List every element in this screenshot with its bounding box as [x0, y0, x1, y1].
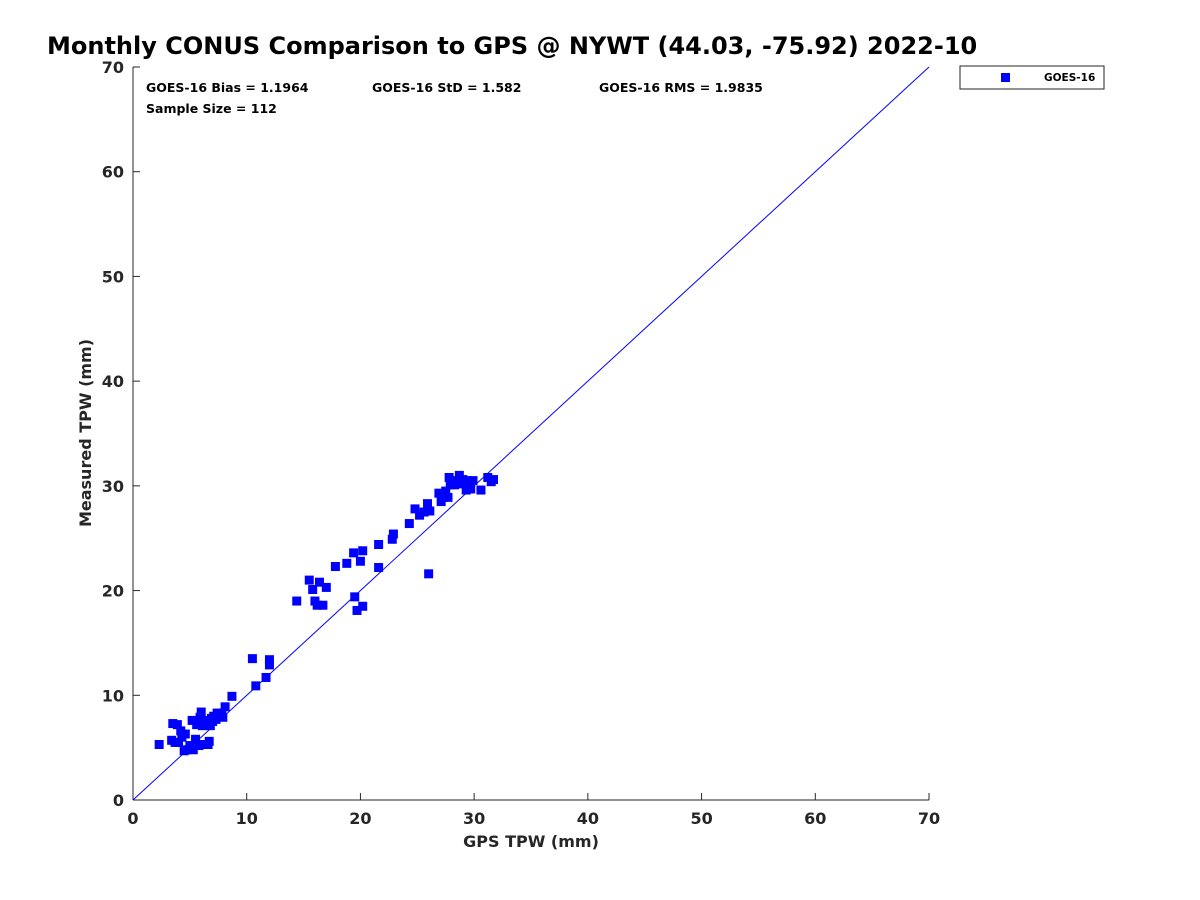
data-point: [251, 681, 261, 691]
x-tick-label: 60: [804, 809, 826, 828]
data-point: [410, 504, 420, 514]
data-point: [423, 499, 433, 509]
data-point: [191, 734, 201, 744]
data-point: [194, 741, 204, 751]
y-tick-label: 50: [102, 267, 124, 286]
data-point: [188, 745, 198, 755]
x-tick-label: 50: [690, 809, 712, 828]
bias-stat: GOES-16 Bias = 1.1964: [146, 80, 309, 95]
data-point: [374, 539, 384, 549]
data-point: [352, 605, 362, 615]
data-point: [321, 582, 331, 592]
data-point: [196, 707, 206, 717]
x-tick-label: 70: [918, 809, 940, 828]
chart-title: Monthly CONUS Comparison to GPS @ NYWT (…: [47, 32, 977, 60]
x-tick-label: 10: [236, 809, 258, 828]
data-point: [466, 484, 476, 494]
data-point: [197, 721, 207, 731]
data-point: [187, 715, 197, 725]
data-point: [358, 601, 368, 611]
y-tick-label: 30: [102, 477, 124, 496]
data-point: [168, 719, 178, 729]
data-point: [304, 575, 314, 585]
data-point: [434, 488, 444, 498]
y-tick-label: 60: [102, 163, 124, 182]
legend: GOES-16: [959, 65, 1105, 90]
sample-size-stat: Sample Size = 112: [146, 101, 277, 116]
legend-box: [959, 65, 1105, 90]
data-point: [476, 485, 486, 495]
data-point: [154, 740, 164, 750]
data-point: [261, 672, 271, 682]
data-point: [468, 476, 478, 486]
data-point: [227, 691, 237, 701]
data-point: [180, 729, 190, 739]
y-axis-label: Measured TPW (mm): [76, 339, 95, 527]
data-point: [264, 655, 274, 665]
x-tick-label: 30: [463, 809, 485, 828]
data-points: [154, 470, 498, 756]
legend-marker-square: [1001, 73, 1010, 82]
data-point: [176, 726, 186, 736]
data-point: [312, 600, 322, 610]
y-tick-label: 70: [102, 58, 124, 77]
data-point: [330, 561, 340, 571]
y-tick-label: 10: [102, 686, 124, 705]
data-point: [204, 736, 214, 746]
data-point: [358, 546, 368, 556]
y-tick-label: 20: [102, 582, 124, 601]
x-axis-label: GPS TPW (mm): [463, 832, 599, 851]
data-point: [462, 476, 472, 486]
data-point: [488, 475, 498, 485]
x-tick-label: 0: [127, 809, 138, 828]
x-tick-label: 40: [577, 809, 599, 828]
data-point: [342, 558, 352, 568]
data-point: [172, 720, 182, 730]
data-point: [247, 654, 257, 664]
data-point: [374, 563, 384, 573]
data-point: [264, 660, 274, 670]
y-tick-label: 0: [113, 791, 124, 810]
std-stat: GOES-16 StD = 1.582: [372, 80, 521, 95]
y-tick-label: 40: [102, 372, 124, 391]
data-point: [318, 600, 328, 610]
data-point: [404, 519, 414, 529]
data-point: [424, 569, 434, 579]
legend-label: GOES-16: [1044, 72, 1095, 84]
axes: [132, 67, 929, 801]
data-point: [308, 585, 318, 595]
data-point: [438, 492, 448, 502]
x-ticks: 0 10 20 30 40 50 60 70: [127, 793, 940, 828]
data-point: [314, 577, 324, 587]
data-point: [415, 510, 425, 520]
data-point: [195, 712, 205, 722]
data-point: [419, 507, 429, 517]
data-point: [218, 712, 228, 722]
data-point: [388, 529, 398, 539]
x-tick-label: 20: [349, 809, 371, 828]
data-point: [220, 702, 230, 712]
data-point: [425, 506, 435, 516]
data-point: [349, 548, 359, 558]
data-point: [355, 556, 365, 566]
data-point: [441, 486, 451, 496]
data-point: [199, 740, 209, 750]
data-point: [192, 720, 202, 730]
data-point: [387, 534, 397, 544]
data-point: [173, 737, 183, 747]
data-point: [443, 492, 453, 502]
y-ticks: 0 10 20 30 40 50 60 70: [102, 58, 140, 810]
data-point: [350, 592, 360, 602]
rms-stat: GOES-16 RMS = 1.9835: [599, 80, 763, 95]
data-point: [292, 596, 302, 606]
